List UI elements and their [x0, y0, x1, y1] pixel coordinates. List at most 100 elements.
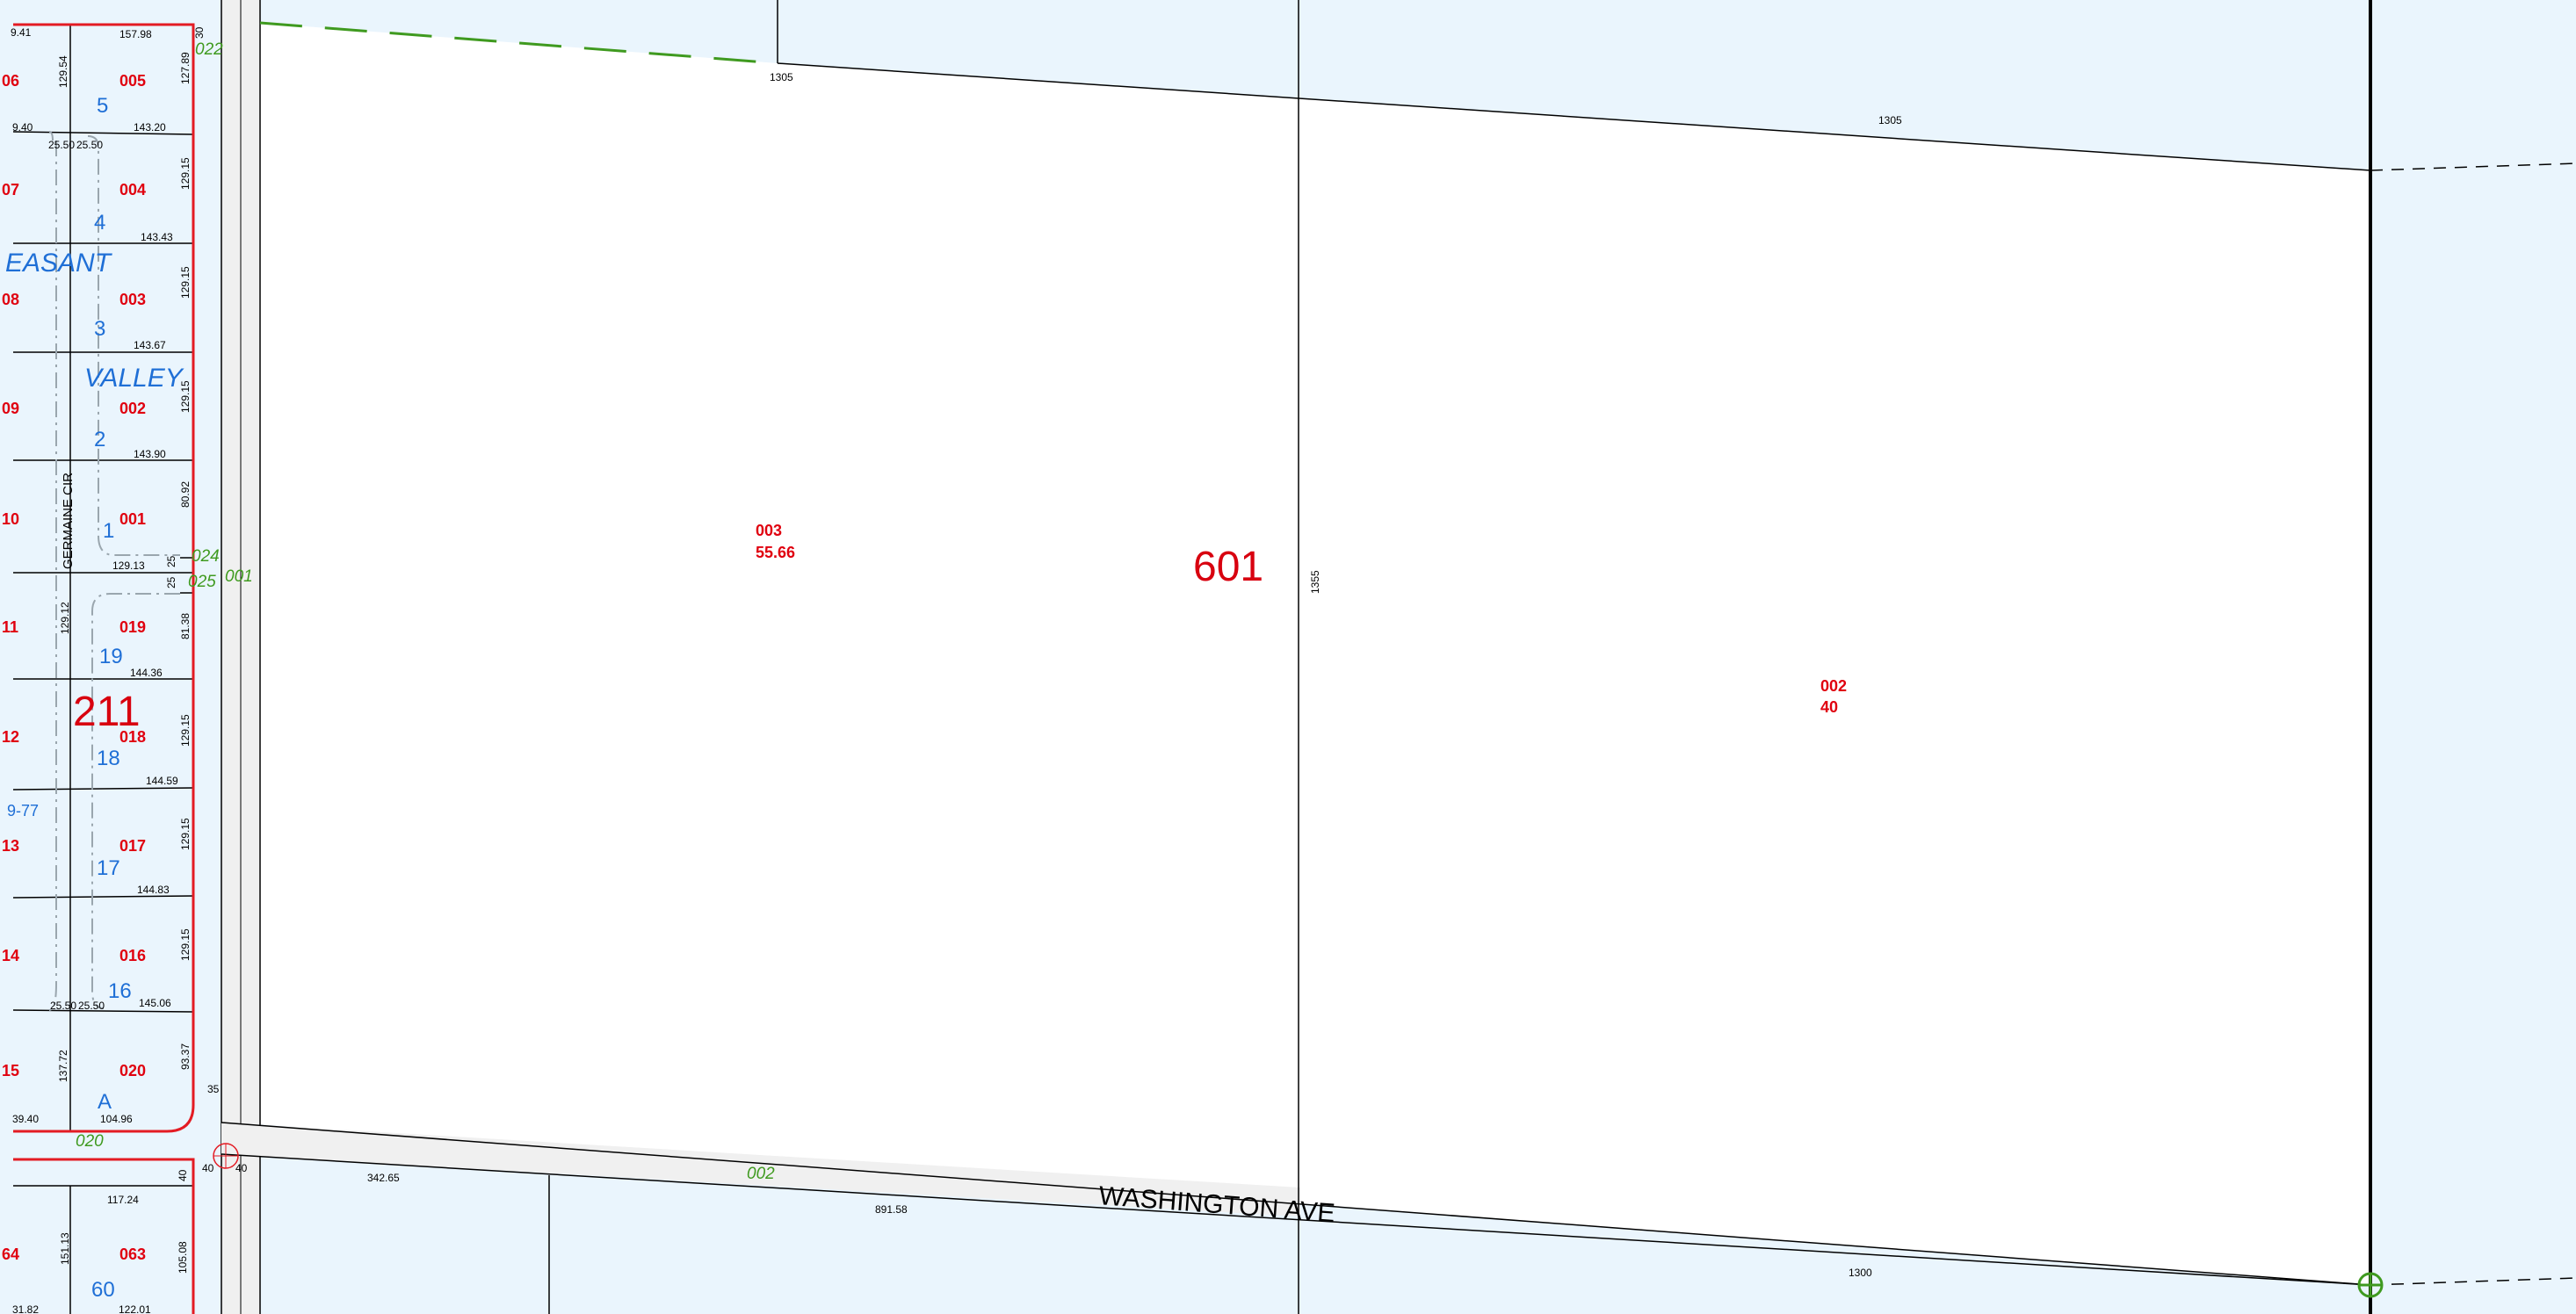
dimension-label: 104.96 — [100, 1113, 133, 1125]
dimension-label: 40 — [202, 1162, 214, 1174]
lot-number: 16 — [108, 979, 132, 1003]
street-germaine-cir: GERMAINE CIR — [61, 473, 76, 569]
washington-ave-road — [221, 1123, 1300, 1217]
washington-south-edge — [221, 1153, 2371, 1286]
parcel-number: 001 — [119, 510, 146, 528]
dimension-label: 30 — [193, 26, 206, 39]
green-label: 022 — [195, 40, 223, 59]
dimension-label: 129.54 — [57, 55, 69, 88]
green-labels: 022 024 025 001 020 002 — [76, 40, 775, 1183]
left-edge-number: 08 — [2, 291, 19, 308]
parcel-number: 005 — [119, 72, 146, 90]
dimension-label: 25.50 — [78, 1000, 105, 1012]
dimension-label: 105.08 — [177, 1241, 189, 1274]
left-edge-number: 14 — [2, 947, 19, 964]
block-601-area — [260, 23, 2370, 1285]
north-boundary — [777, 62, 2371, 171]
parcel-number: 002 — [119, 400, 146, 417]
parcel-number: 020 — [119, 1062, 146, 1079]
parcel-number: 017 — [119, 837, 146, 855]
parcel-number: 063 — [119, 1245, 146, 1263]
dimension-label: 143.43 — [141, 231, 173, 243]
lot-dimensions: 157.98 143.20 143.43 143.67 143.90 129.1… — [11, 26, 178, 1314]
lot-number: 18 — [97, 747, 120, 770]
section-corner-icon — [2357, 1272, 2384, 1298]
dimension-label: 1300 — [1849, 1267, 1872, 1279]
dimension-label: 81.38 — [179, 613, 192, 639]
dimension-label: 129.15 — [179, 157, 192, 190]
left-edge-number: 06 — [2, 72, 19, 90]
lot-number: 17 — [97, 856, 120, 880]
block-number-601: 601 — [1193, 544, 1263, 590]
left-edge-number: 13 — [2, 837, 19, 855]
parcel-number: 016 — [119, 947, 146, 964]
subdivision-word-2: VALLEY — [84, 364, 185, 393]
east-dashed-line-bottom — [2370, 1277, 2576, 1286]
parcel-002-acres: 40 — [1820, 698, 1838, 716]
dimension-label: 129.12 — [59, 602, 71, 634]
green-label: 002 — [747, 1165, 775, 1183]
parcel-number: 004 — [119, 181, 146, 199]
green-dashed-line — [259, 21, 778, 65]
germaine-cir-centerline — [48, 131, 180, 1011]
dimension-label: 9.40 — [12, 121, 33, 134]
east-dashed-line-top — [2370, 162, 2576, 171]
dimension-label: 342.65 — [367, 1172, 400, 1184]
green-label: 020 — [76, 1132, 104, 1151]
lot-number: 1 — [103, 519, 114, 543]
dimension-label: 129.15 — [179, 714, 192, 747]
dimension-label: 129.15 — [179, 266, 192, 299]
dimension-label: 143.90 — [134, 448, 166, 460]
parcel-002-number[interactable]: 002 — [1820, 677, 1847, 695]
washington-north-edge — [221, 1122, 2371, 1286]
dimension-label: 25.50 — [50, 1000, 76, 1012]
left-edge-number: 15 — [2, 1062, 19, 1079]
left-edge-number: 10 — [2, 510, 19, 528]
dimension-label: 143.20 — [134, 121, 166, 134]
vertical-dimensions: 129.54 127.89 30 129.15 129.15 129.15 80… — [57, 26, 248, 1274]
dimension-label: 129.15 — [179, 380, 192, 413]
dimension-label: 891.58 — [875, 1203, 908, 1216]
left-edge-number: 11 — [2, 618, 18, 636]
dimension-label: 144.36 — [130, 667, 163, 679]
lot-number: 2 — [94, 428, 105, 451]
lot-number: 4 — [94, 211, 105, 235]
green-label: 001 — [225, 567, 253, 586]
dimension-label: 35 — [207, 1083, 220, 1095]
lot-number: 60 — [91, 1278, 115, 1302]
green-label: 025 — [188, 573, 216, 591]
dimension-label: 129.15 — [179, 818, 192, 850]
parcel-number: 003 — [119, 291, 146, 308]
parcel-003-acres: 55.66 — [756, 544, 795, 561]
dimension-label: 117.24 — [107, 1194, 139, 1206]
parcel-numbers-column[interactable]: 005 004 003 002 001 019 018 017 016 020 … — [119, 72, 146, 1263]
green-label: 024 — [192, 547, 220, 566]
left-edge-numbers: 06 07 08 09 10 11 12 13 14 15 64 — [2, 72, 19, 1263]
left-edge-number: 09 — [2, 400, 19, 417]
dimension-label: 39.40 — [12, 1113, 39, 1125]
left-edge-number: 07 — [2, 181, 19, 199]
left-edge-number: 64 — [2, 1245, 19, 1263]
lot-number: A — [98, 1090, 112, 1114]
lot-number: 3 — [94, 317, 105, 341]
parcel-003-number[interactable]: 003 — [756, 522, 782, 539]
dimension-label: 80.92 — [179, 481, 192, 508]
dimension-label: 1355 — [1309, 570, 1321, 594]
subdivision-ref: 9-77 — [7, 802, 39, 819]
lot-number: 5 — [97, 94, 108, 118]
dimension-label: 93.37 — [179, 1043, 192, 1070]
left-edge-number: 12 — [2, 728, 19, 746]
dimension-label: 129.13 — [112, 560, 145, 572]
dimension-label: 25.50 — [76, 139, 103, 151]
lot-number: 19 — [99, 645, 123, 668]
dimension-label: 157.98 — [119, 28, 152, 40]
dimension-label: 129.15 — [179, 928, 192, 961]
dimension-label: 25 — [165, 576, 177, 588]
block-number-211: 211 — [73, 689, 141, 735]
dimension-label: 144.83 — [137, 884, 170, 896]
dimension-label: 137.72 — [57, 1050, 69, 1082]
dimension-label: 25 — [165, 555, 177, 567]
dimension-label: 9.41 — [11, 26, 32, 39]
subdivision-word-1: EASANT — [5, 249, 113, 278]
